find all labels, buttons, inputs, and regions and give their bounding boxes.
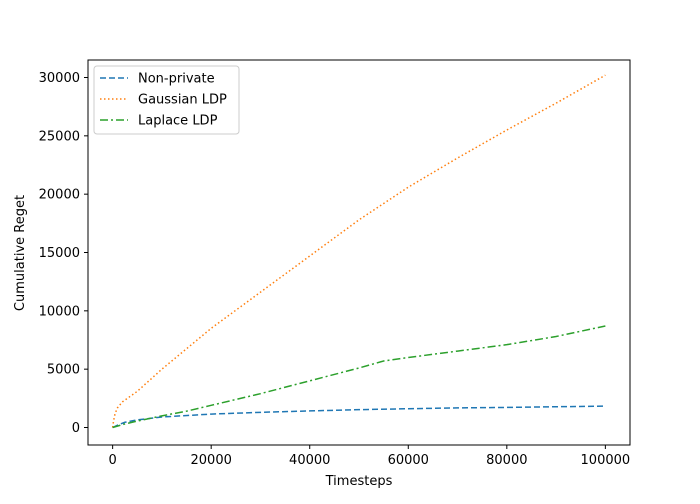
plot-layer (111, 74, 606, 429)
axes-layer: 0 20000 40000 60000 80000 100000 0 5000 10000 150… (39, 71, 631, 468)
x-tick-label-5: 100000 (581, 453, 631, 468)
legend: Non-private Gaussian LDP Laplace LDP (93, 65, 240, 135)
series-line-0 (112, 405, 606, 429)
legend-label-2: Laplace LDP (138, 114, 218, 129)
legend-label-0: Non-private (138, 72, 215, 87)
legend-box (93, 65, 240, 135)
x-tick-label-1: 20000 (191, 453, 232, 468)
y-axis-label: Cumulative Reget (13, 195, 28, 311)
y-tick-label-5: 25000 (39, 129, 80, 144)
y-tick-label-4: 20000 (39, 188, 80, 203)
y-tick-label-3: 15000 (39, 246, 80, 261)
series-line-2 (112, 325, 606, 429)
x-tick-label-0: 0 (108, 453, 116, 468)
x-tick-label-4: 80000 (486, 453, 527, 468)
y-tick-label-6: 30000 (39, 71, 80, 86)
series-line-1 (111, 74, 606, 428)
x-tick-label-3: 60000 (388, 453, 429, 468)
y-tick-label-1: 5000 (47, 363, 80, 378)
legend-label-1: Gaussian LDP (138, 93, 227, 108)
y-tick-label-0: 0 (72, 421, 80, 436)
y-tick-label-2: 10000 (39, 304, 80, 319)
x-tick-label-2: 40000 (289, 453, 330, 468)
x-axis-label: Timesteps (325, 474, 393, 489)
